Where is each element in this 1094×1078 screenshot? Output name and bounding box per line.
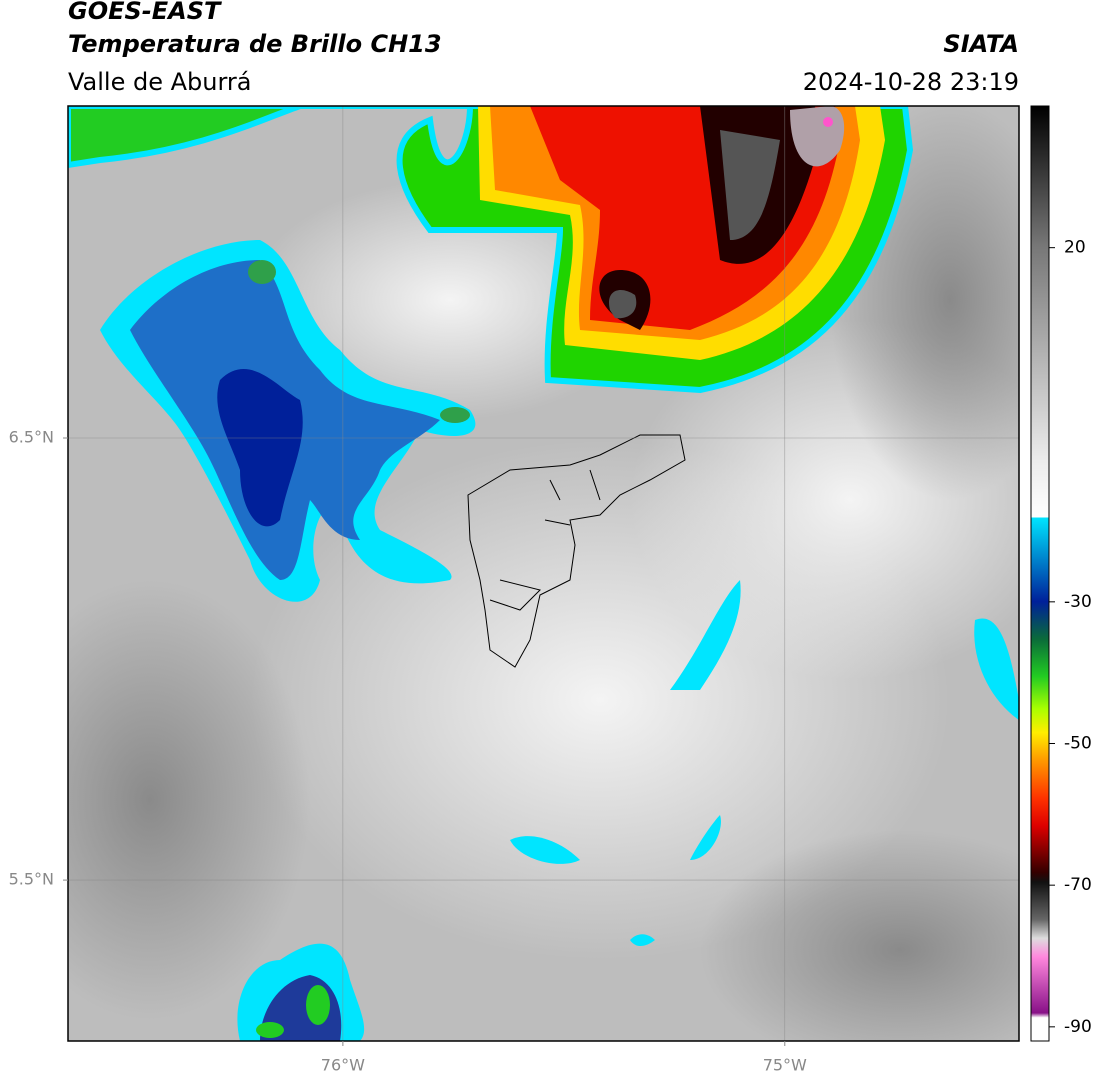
colorbar-tick-label: -90	[1064, 1017, 1092, 1037]
colorbar	[1030, 105, 1050, 1042]
source: SIATA	[943, 30, 1019, 58]
x-tick-label: 75°W	[763, 1056, 807, 1075]
y-tick-label: 6.5°N	[9, 428, 54, 447]
colorbar-tick-label: 20	[1064, 238, 1086, 258]
map-frame	[67, 105, 1020, 1042]
x-tick-label: 76°W	[321, 1056, 365, 1075]
colorbar-tick-label: -70	[1064, 875, 1092, 895]
y-tick-label: 5.5°N	[9, 870, 54, 889]
satellite: GOES-EAST	[68, 0, 222, 25]
product: Temperatura de Brillo CH13	[68, 30, 442, 58]
colorbar-tick-label: -30	[1064, 592, 1092, 612]
map-image	[68, 106, 1019, 1041]
region: Valle de Aburrá	[68, 68, 252, 96]
grid	[68, 106, 1019, 1041]
colorbar-tick-label: -50	[1064, 734, 1092, 754]
datetime: 2024-10-28 23:19	[803, 68, 1019, 96]
